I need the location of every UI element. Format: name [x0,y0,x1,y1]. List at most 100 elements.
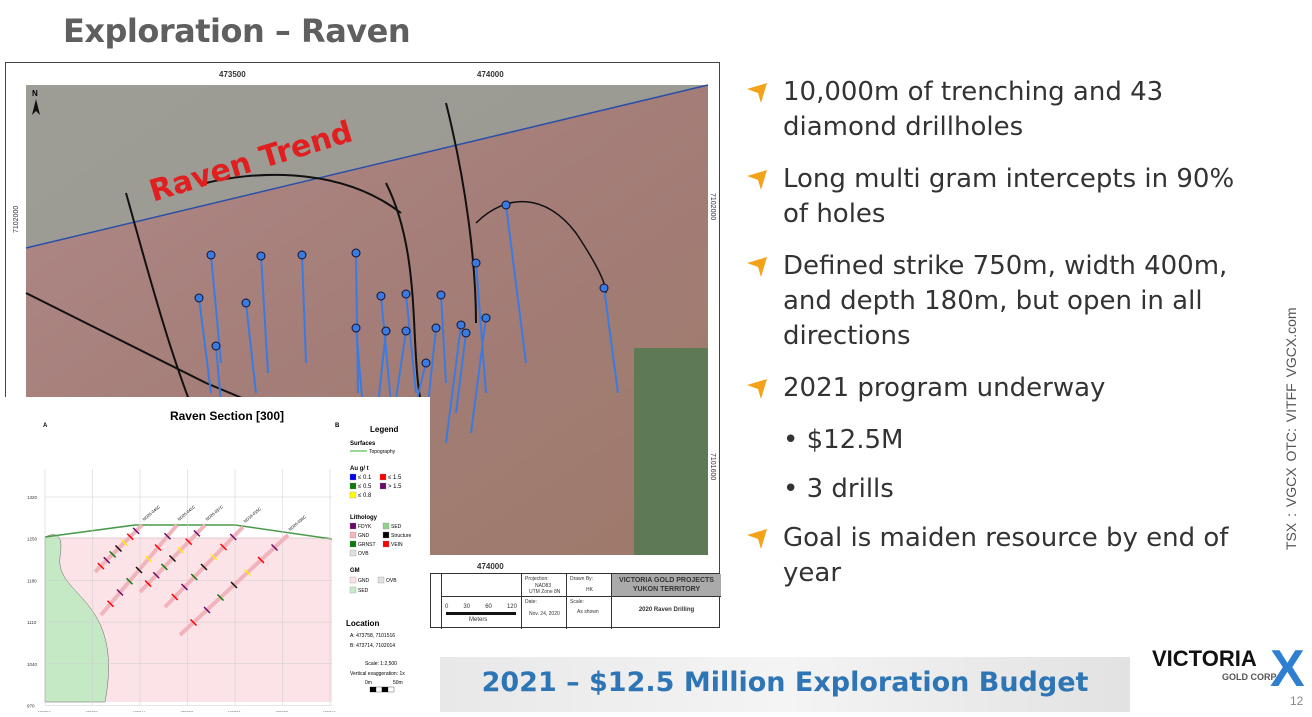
legend-swatch [349,586,357,594]
assay-interval [144,580,152,588]
zone-value: UTM Zone 8N [529,589,561,595]
bullet-item: Long multi gram intercepts in 90% of hol… [745,162,1265,232]
scalebar-unit: Meters [469,617,488,623]
legend-text: ≤ 1.5 [388,475,402,481]
assay-interval [216,593,225,602]
drillhole-collar [211,341,221,351]
legend-swatch [349,491,357,499]
assay-interval [144,555,153,563]
drillhole-collar [376,291,386,301]
assay-interval [126,533,134,541]
assay-interval [189,618,198,627]
assay-interval [106,600,115,608]
north-arrow-icon [32,99,40,115]
legend-text: Au g/ t [350,466,369,472]
section-end-a: A [43,423,48,429]
drillhole-trace [245,302,257,394]
section-y-tick: 1040 [27,662,38,667]
section-y-tick: 1250 [27,537,38,542]
scalebar-labels: 0 30 60 120 [445,604,517,610]
legend-text: SED [391,524,402,530]
legend-text: Location [346,619,379,628]
legend-swatch [349,540,357,548]
legend-swatch [349,549,357,557]
legend-text: 0m [365,680,372,686]
orange-arrow-icon [747,257,767,277]
easting-tick: 474000 [477,70,504,79]
bullet-text: 2021 program underway [783,373,1106,403]
bullet-text: Long multi gram intercepts in 90% of hol… [783,164,1235,229]
drillhole-collar [461,328,471,338]
assay-interval [193,529,201,537]
assay-interval [125,577,134,585]
assay-interval [257,556,265,564]
bullet-item: 10,000m of trenching and 43 diamond dril… [745,75,1265,145]
assay-interval [97,562,105,570]
sub-bullet: • 3 drills [783,474,894,504]
drillhole-collar [381,326,391,336]
assay-interval [160,563,168,571]
legend-text: VEIN [391,542,403,548]
drillhole-collar [297,250,307,260]
legend-text: Lithology [350,515,378,521]
legend-text: Topography [369,449,396,455]
sub-bullet: • $12.5M [783,425,904,455]
legend-text: Vertical exaggeration: 1x [350,671,405,677]
drillhole-collar [401,289,411,299]
legend-text: > 1.5 [388,484,402,490]
section-scalebar [375,686,383,693]
assay-interval [120,539,128,547]
projection-label: Projection: [525,576,549,582]
drawn-by-value: HK [586,587,593,593]
bullet-item: Defined strike 750m, width 400m, and dep… [745,249,1265,354]
drillhole-collar [481,313,491,323]
assay-interval [203,606,211,614]
drillhole-collar [501,200,511,210]
section-y-tick: 1180 [27,578,37,583]
drawn-by-label: Drawn By: [570,576,594,582]
legend-text: Structure [391,533,412,539]
drillhole-trace [440,294,447,384]
legend-text: B: 473714, 7102014 [350,643,395,649]
section-scalebar [381,686,389,693]
legend-text: GM [350,568,360,574]
legend-text: SED [358,588,369,594]
legend-text: GND [358,578,370,584]
northing-tick: 7101600 [709,453,716,480]
section-y-tick: 970 [27,704,35,709]
section-y-tick: 1320 [27,495,38,500]
drillhole-trace [405,293,417,394]
svg-text:VICTORIA: VICTORIA [1152,646,1257,671]
drillhole-collar [194,293,204,303]
legend-text: Surfaces [350,441,376,447]
assay-interval [219,543,228,551]
legend-text: ≤ 0.8 [358,493,372,499]
section-inset: Raven Section [300] A B 1320 1250 1180 1110… [5,397,430,717]
section-title: Raven Section [300] [170,409,284,423]
scalebar [446,612,516,615]
victoria-gold-logo: VICTORIA GOLD CORP X [1150,640,1310,698]
assay-interval [152,571,160,579]
drillhole-collar [431,323,441,333]
assay-interval [168,554,177,563]
drillhole-trace [215,345,222,404]
drillhole-trace [470,317,487,434]
orange-arrow-icon [747,379,767,399]
easting-tick: 473500 [219,70,246,79]
bullet-list: 10,000m of trenching and 43 diamond dril… [745,75,1265,608]
assay-interval [114,544,123,553]
assay-interval [185,538,193,546]
drillhole-collar [471,258,481,268]
legend-swatch [379,482,387,490]
bullet-text: 10,000m of trenching and 43 diamond dril… [783,77,1164,142]
date-value: Nov. 24, 2020 [529,611,560,617]
assay-interval [103,556,111,564]
assay-interval [229,533,237,541]
svg-text:GOLD CORP: GOLD CORP [1222,672,1277,682]
date-label: Date: [525,599,537,605]
territory-name: YUKON TERRITORY [632,586,701,593]
orange-arrow-icon [747,83,767,103]
legend-text: Scale: 1:2,500 [365,661,397,667]
legend-text: 50m [393,680,403,686]
easting-bottom-tick: 474000 [477,562,504,571]
